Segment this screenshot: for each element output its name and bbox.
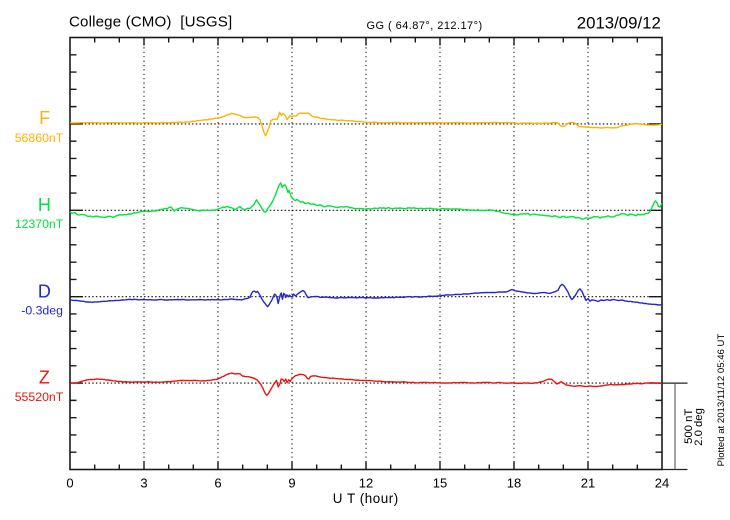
svg-text:55520nT: 55520nT xyxy=(15,390,64,404)
svg-text:-0.3deg: -0.3deg xyxy=(21,304,63,318)
svg-text:24: 24 xyxy=(655,476,669,491)
svg-text:U T (hour): U T (hour) xyxy=(333,491,399,506)
svg-text:2013/09/12: 2013/09/12 xyxy=(577,14,661,33)
svg-text:21: 21 xyxy=(581,476,595,491)
svg-text:Z: Z xyxy=(39,368,50,388)
svg-text:2.0 deg: 2.0 deg xyxy=(693,408,705,446)
svg-text:6: 6 xyxy=(214,476,221,491)
svg-text:D: D xyxy=(38,281,51,301)
svg-text:3: 3 xyxy=(140,476,147,491)
svg-text:18: 18 xyxy=(507,476,521,491)
svg-text:12370nT: 12370nT xyxy=(15,217,64,231)
svg-text:H: H xyxy=(38,195,51,215)
svg-text:0: 0 xyxy=(66,476,73,491)
svg-text:9: 9 xyxy=(288,476,295,491)
svg-text:12: 12 xyxy=(359,476,373,491)
svg-text:Plotted at 2013/11/12 05:46 UT: Plotted at 2013/11/12 05:46 UT xyxy=(716,334,727,467)
svg-text:500 nT: 500 nT xyxy=(683,409,695,444)
svg-text:GG ( 64.87°, 212.17°): GG ( 64.87°, 212.17°) xyxy=(367,20,483,32)
svg-text:F: F xyxy=(39,108,50,128)
svg-text:56860nT: 56860nT xyxy=(15,131,64,145)
svg-text:College (CMO) [USGS]: College (CMO) [USGS] xyxy=(69,13,232,30)
svg-text:15: 15 xyxy=(433,476,447,491)
